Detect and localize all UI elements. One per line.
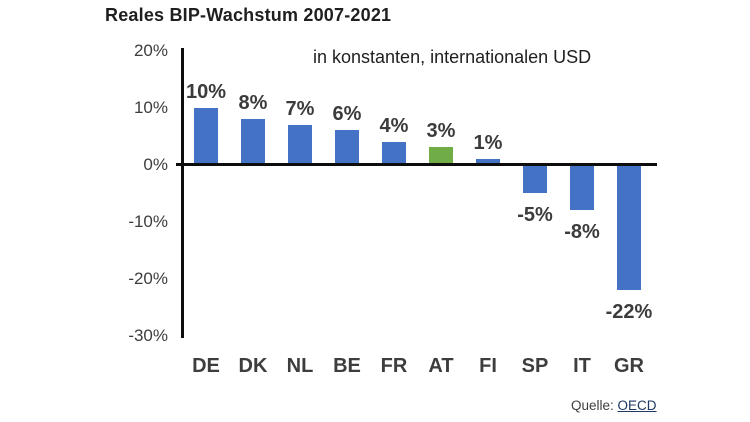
x-axis-label-fr: FR <box>380 355 408 377</box>
source-link-oecd[interactable]: OECD <box>617 398 657 413</box>
bar-be <box>335 130 359 165</box>
y-axis-tick-label: -10% <box>128 211 168 231</box>
x-axis-label-be: BE <box>333 355 361 377</box>
y-axis-tick-label: 10% <box>133 97 168 117</box>
value-label-fi: 1% <box>473 131 503 154</box>
bar-at <box>429 147 453 165</box>
bar-nl <box>288 124 312 165</box>
value-label-be: 6% <box>332 103 362 126</box>
value-label-at: 3% <box>426 120 456 143</box>
bar-gr <box>617 164 641 290</box>
x-axis-label-de: DE <box>192 355 220 377</box>
y-axis-tick-label: 20% <box>133 40 168 60</box>
x-axis-label-nl: NL <box>286 355 314 377</box>
chart-title: Reales BIP-Wachstum 2007-2021 <box>105 5 392 25</box>
bar-dk <box>241 118 265 165</box>
value-label-fr: 4% <box>379 114 409 137</box>
x-axis-label-it: IT <box>573 355 591 377</box>
x-axis-label-sp: SP <box>521 355 549 377</box>
bar-it <box>570 164 594 211</box>
source-label: Quelle: <box>571 398 614 413</box>
value-label-nl: 7% <box>285 97 315 120</box>
value-label-de: 10% <box>185 80 227 103</box>
value-label-gr: -22% <box>605 300 653 323</box>
value-label-dk: 8% <box>238 91 268 114</box>
zero-baseline <box>176 163 657 166</box>
x-axis-label-dk: DK <box>238 355 268 377</box>
y-axis-tick-label: -20% <box>128 268 168 288</box>
bar-fr <box>382 141 406 165</box>
value-label-sp: -5% <box>517 204 553 226</box>
x-axis-label-at: AT <box>428 355 454 377</box>
y-axis-line <box>181 48 184 338</box>
y-axis-tick-label: -30% <box>128 325 168 345</box>
x-axis-label-fi: FI <box>479 355 497 377</box>
x-axis-label-gr: GR <box>614 355 644 377</box>
chart-subtitle: in konstanten, internationalen USD <box>313 47 592 67</box>
y-axis-tick-label: 0% <box>143 154 168 174</box>
source-note: Quelle: OECD <box>571 398 657 413</box>
bar-de <box>194 107 218 165</box>
bar-fi <box>476 158 500 165</box>
bar-sp <box>523 164 547 193</box>
value-label-it: -8% <box>564 221 600 244</box>
